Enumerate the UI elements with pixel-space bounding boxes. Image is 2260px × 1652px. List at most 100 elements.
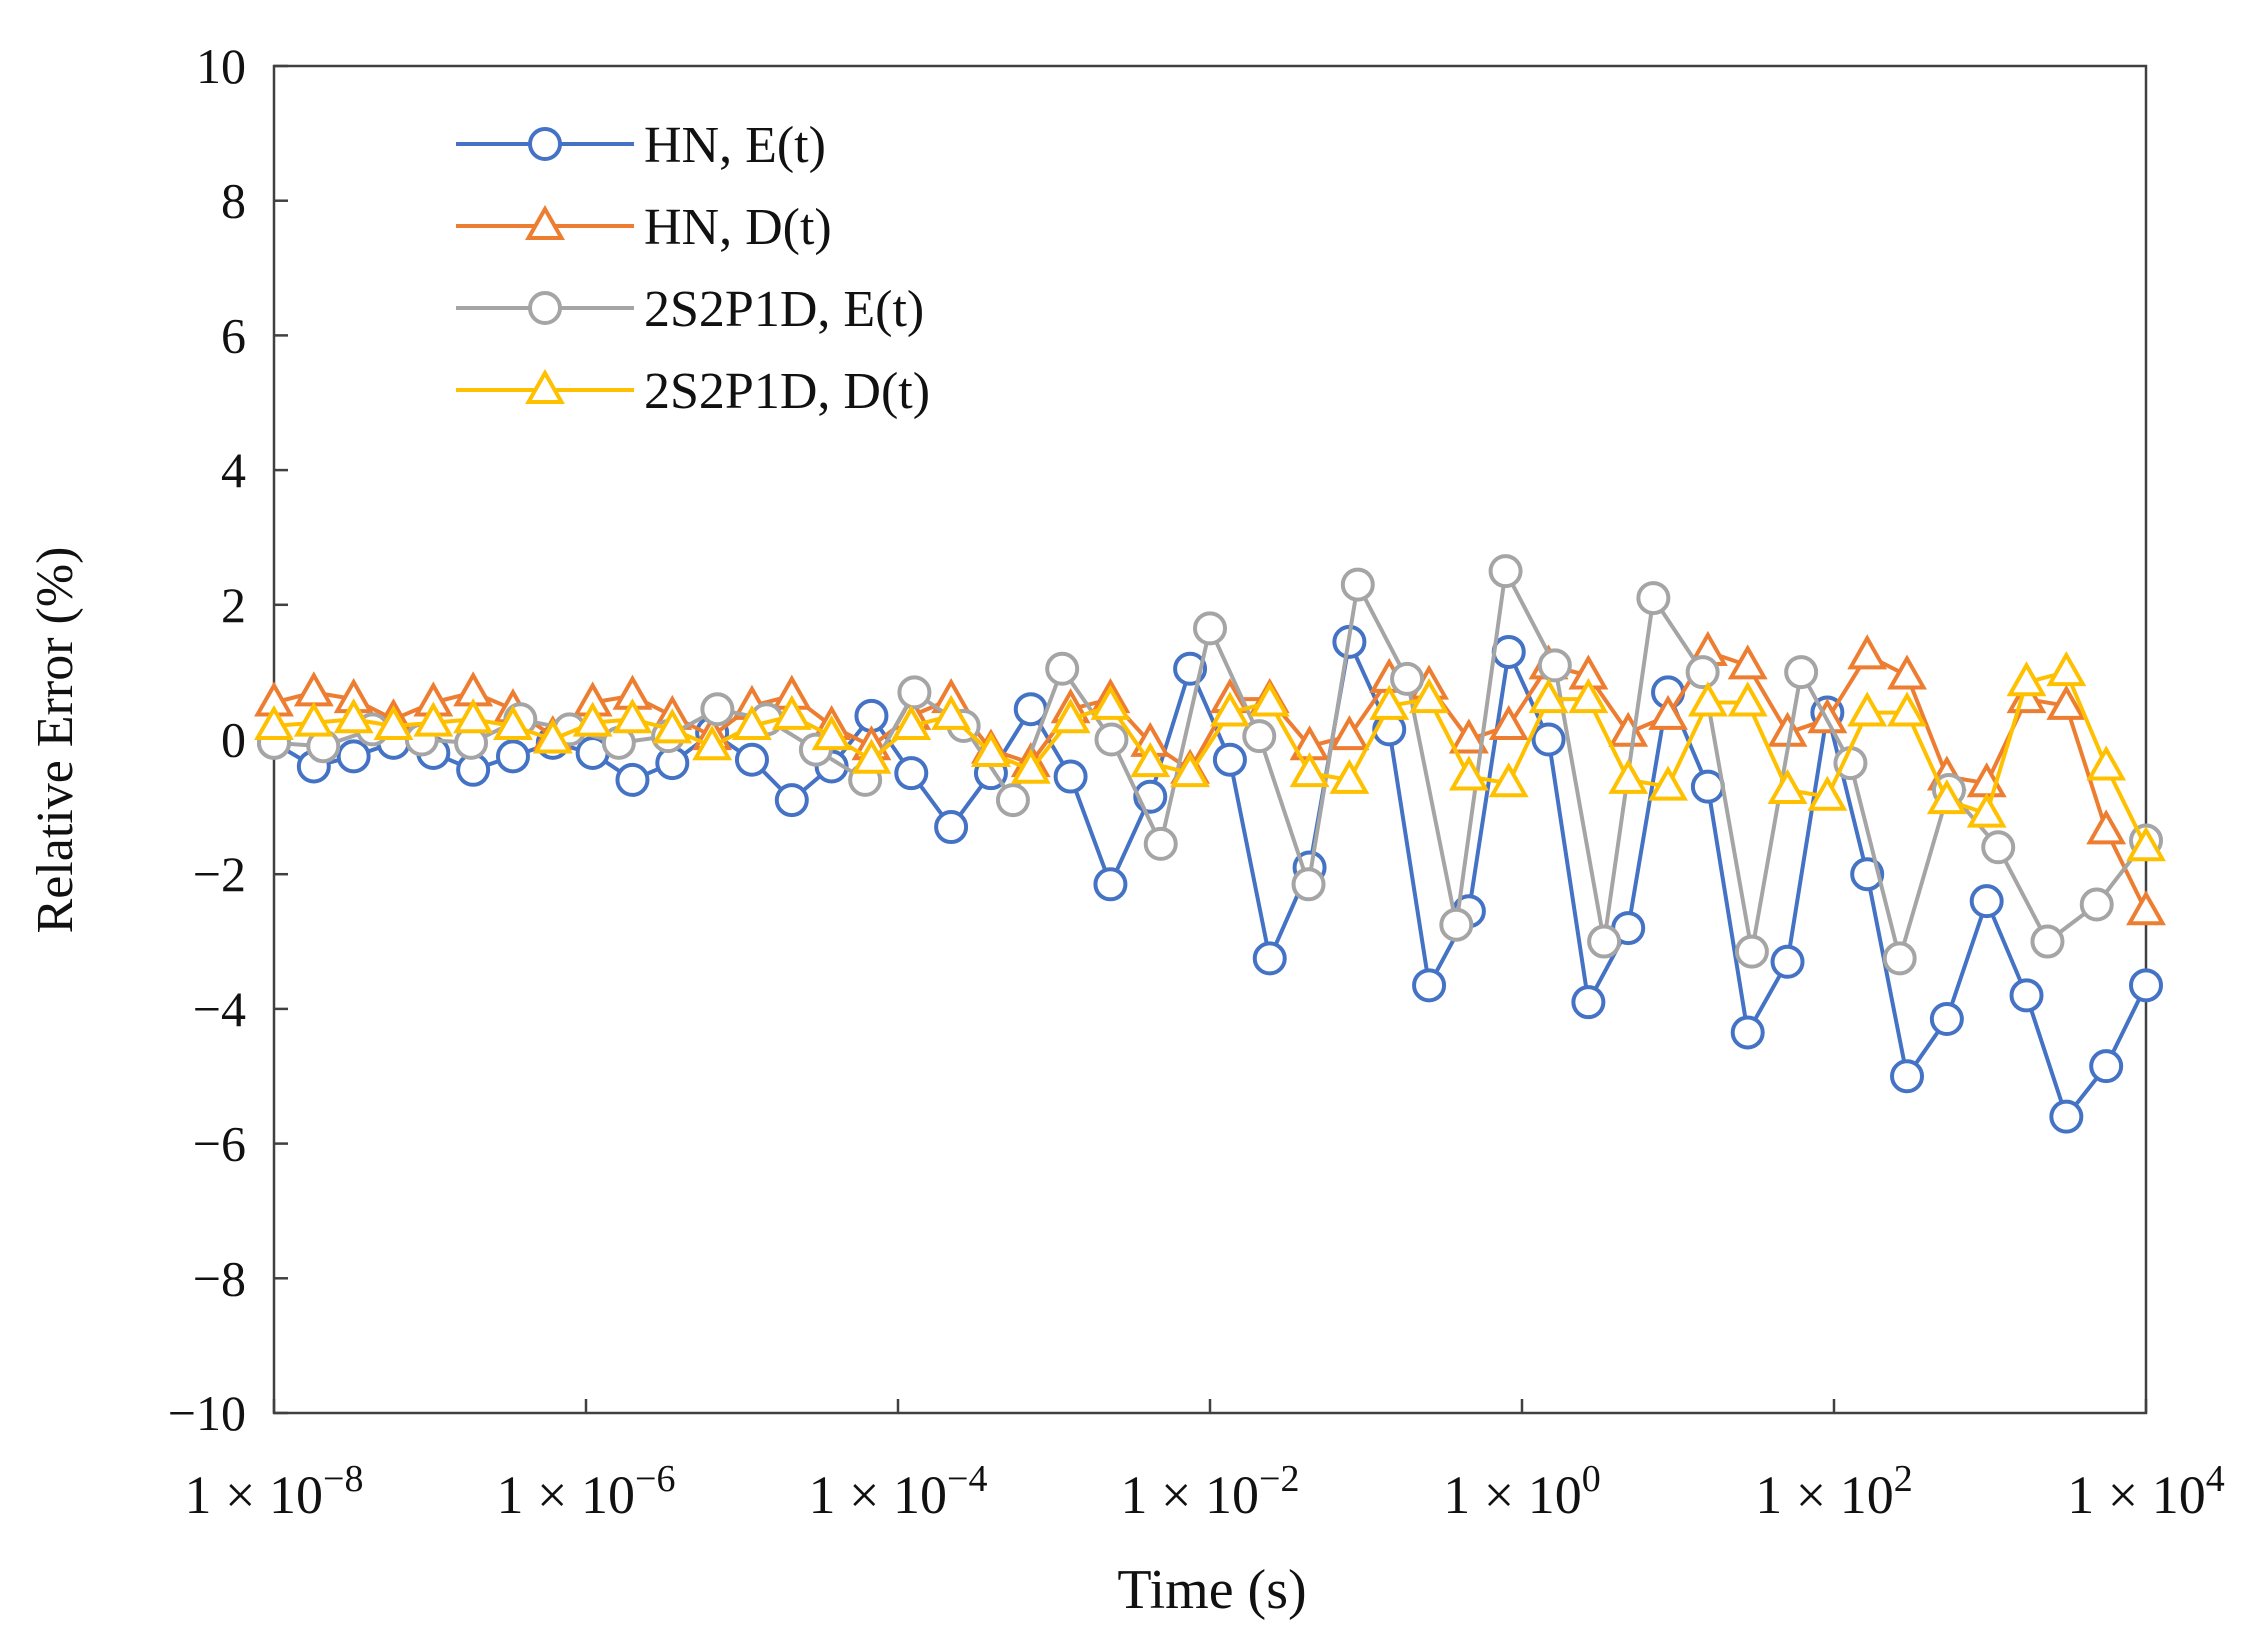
circle-marker	[1730, 1015, 1765, 1050]
y-tick-label: 4	[221, 442, 246, 498]
triangle-marker	[692, 725, 733, 761]
circle-marker	[1531, 722, 1566, 757]
axes: 10 8 6 4 2 0 −2 −4 −6 −8 −10 1 × 10−8 1 × 10−6 1 × 10…	[168, 38, 2225, 1525]
triangle-marker	[1887, 654, 1927, 690]
triangle-marker	[1568, 678, 1609, 714]
circle-marker	[1143, 826, 1178, 861]
triangle-marker	[525, 368, 565, 404]
triangle-marker	[931, 694, 972, 730]
triangle-marker	[413, 701, 454, 737]
triangle-marker	[1369, 684, 1410, 720]
y-tick-label: −2	[193, 846, 246, 902]
y-tick-label: −8	[193, 1250, 246, 1306]
circle-marker	[1439, 907, 1474, 942]
circle-marker	[615, 762, 650, 797]
triangle-marker	[1409, 678, 1450, 714]
x-tick-label: 1 × 10−2	[1121, 1458, 1300, 1525]
circle-marker	[700, 692, 735, 727]
circle-marker	[528, 291, 562, 325]
circle-marker	[1193, 611, 1227, 646]
triangle-marker	[1847, 634, 1888, 670]
circle-marker	[1929, 1002, 1964, 1037]
circle-marker	[1636, 581, 1671, 616]
triangle-marker	[1727, 644, 1768, 680]
triangle-marker	[1289, 752, 1330, 788]
circle-marker	[995, 783, 1030, 818]
data-series	[254, 554, 2166, 1134]
circle-marker	[1093, 867, 1128, 902]
triangle-marker	[612, 698, 653, 734]
x-tick-label: 1 × 104	[2067, 1458, 2224, 1525]
triangle-marker	[1767, 768, 1808, 805]
triangle-marker	[1010, 748, 1051, 784]
circle-marker	[1770, 944, 1805, 979]
triangle-marker	[453, 698, 494, 734]
triangle-marker	[1090, 684, 1131, 720]
triangle-marker	[1249, 681, 1290, 717]
y-tick-label: −6	[193, 1116, 246, 1172]
series-3	[254, 651, 2166, 862]
circle-marker	[2009, 978, 2044, 1013]
circle-marker	[528, 127, 562, 161]
circle-marker	[1890, 1059, 1925, 1094]
circle-marker	[1537, 648, 1572, 683]
x-tick-label: 1 × 100	[1443, 1458, 1600, 1525]
x-tick-label: 1 × 102	[1755, 1458, 1912, 1525]
triangle-marker	[1887, 691, 1927, 727]
circle-marker	[1390, 661, 1425, 696]
legend-entry: 2S2P1D, D(t)	[456, 363, 930, 420]
triangle-marker	[732, 704, 772, 741]
triangle-marker	[1608, 711, 1649, 747]
triangle-marker	[970, 731, 1011, 767]
triangle-marker	[572, 701, 613, 737]
circle-marker	[1690, 769, 1725, 804]
x-tick-label: 1 × 10−8	[185, 1458, 364, 1525]
circle-marker	[774, 783, 809, 818]
triangle-marker	[1488, 762, 1529, 798]
circle-marker	[1969, 884, 2004, 919]
triangle-marker	[2086, 745, 2127, 781]
triangle-marker	[1727, 681, 1768, 717]
circle-marker	[1882, 941, 1917, 976]
triangle-marker	[771, 694, 812, 730]
circle-marker	[1252, 941, 1287, 976]
triangle-marker	[2086, 809, 2127, 845]
triangle-marker	[2126, 826, 2166, 862]
circle-marker	[2079, 887, 2114, 922]
legend-label: 2S2P1D, E(t)	[644, 281, 924, 338]
triangle-marker	[532, 718, 573, 754]
circle-marker	[1094, 722, 1129, 757]
circle-marker	[2030, 924, 2065, 959]
y-axis-label: Relative Error (%)	[27, 547, 84, 934]
circle-marker	[1412, 968, 1447, 1003]
triangle-marker	[2046, 684, 2087, 720]
circle-marker	[1784, 655, 1819, 690]
triangle-marker	[1926, 779, 1967, 815]
triangle-marker	[2006, 661, 2047, 697]
y-tick-label: −4	[193, 981, 246, 1037]
triangle-marker	[1687, 681, 1728, 717]
triangle-marker	[493, 704, 533, 741]
triangle-marker	[1488, 704, 1529, 741]
circle-marker	[897, 675, 932, 710]
circle-marker	[1587, 924, 1622, 959]
triangle-marker	[1329, 758, 1370, 794]
triangle-marker	[333, 698, 374, 734]
triangle-marker	[525, 204, 565, 240]
triangle-marker	[1807, 775, 1848, 811]
circle-marker	[2089, 1049, 2124, 1084]
circle-marker	[1242, 719, 1277, 754]
triangle-marker	[2126, 890, 2166, 926]
triangle-marker	[1170, 752, 1211, 788]
triangle-marker	[891, 704, 932, 741]
circle-marker	[1291, 867, 1326, 902]
y-tick-label: 2	[221, 577, 246, 633]
circle-marker	[1053, 759, 1088, 794]
y-tick-label: 8	[221, 173, 246, 229]
legend-entry: 2S2P1D, E(t)	[456, 281, 924, 338]
triangle-marker	[1648, 765, 1688, 801]
legend-label: 2S2P1D, D(t)	[644, 363, 930, 420]
legend-entry: HN, D(t)	[456, 199, 832, 256]
